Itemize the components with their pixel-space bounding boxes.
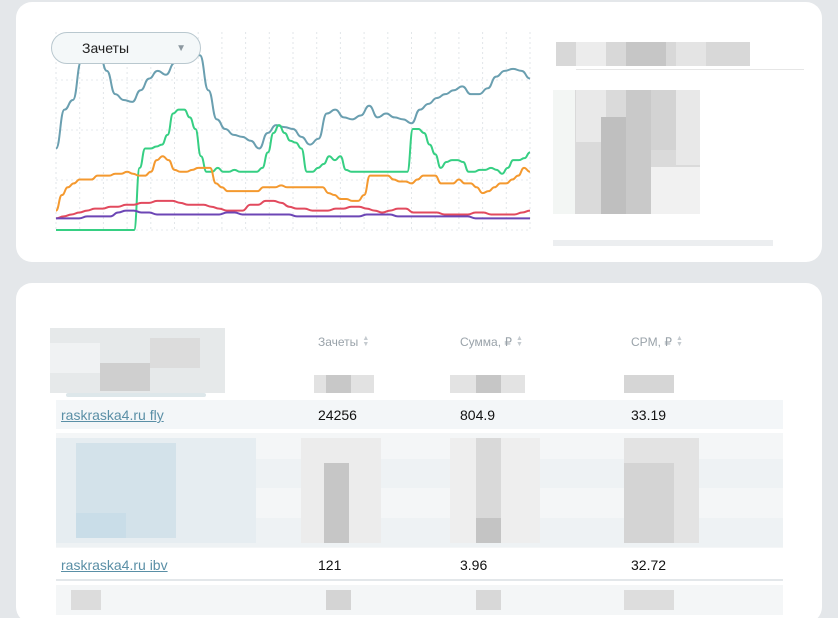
sort-icon: ▲ ▼ [675, 335, 683, 348]
chevron-down-icon: ▼ [176, 42, 186, 54]
site-link[interactable]: raskraska4.ru ibv [61, 557, 168, 573]
column-header-zachety[interactable]: Зачеты ▲ ▼ [318, 335, 369, 349]
chart-card: Зачеты ▼ [16, 2, 822, 262]
column-header-cpm[interactable]: CPM, ₽ ▲ ▼ [631, 335, 683, 349]
cell-zachety: 24256 [318, 407, 357, 423]
cell-cpm: 32.72 [631, 557, 667, 573]
cell-summa: 804.9 [460, 407, 496, 423]
row-divider [56, 579, 783, 581]
metric-select-value: Зачеты [82, 40, 130, 56]
site-link[interactable]: raskraska4.ru fly [61, 407, 164, 423]
series-line-1 [56, 108, 531, 231]
metric-select[interactable]: Зачеты ▼ [51, 32, 201, 64]
cell-cpm: 33.19 [631, 407, 667, 423]
series-line-0 [55, 40, 531, 150]
column-header-cpm-label: CPM, ₽ [631, 335, 672, 349]
column-header-summa-label: Сумма, ₽ [460, 335, 513, 349]
series-line-3 [55, 199, 531, 220]
series-line-4 [55, 209, 530, 220]
cell-zachety: 121 [318, 557, 342, 573]
table-row [56, 400, 783, 429]
sort-icon: ▲ ▼ [362, 335, 370, 348]
column-header-summa[interactable]: Сумма, ₽ ▲ ▼ [460, 335, 523, 349]
sort-icon: ▲ ▼ [516, 335, 523, 348]
line-chart [55, 32, 531, 231]
table-card: Зачеты ▲ ▼ Сумма, ₽ ▲ ▼ CPM, ₽ ▲ ▼ raskrask… [16, 283, 822, 618]
column-header-zachety-label: Зачеты [318, 335, 359, 349]
series-line-2 [55, 155, 531, 212]
cell-summa: 3.96 [460, 557, 488, 573]
